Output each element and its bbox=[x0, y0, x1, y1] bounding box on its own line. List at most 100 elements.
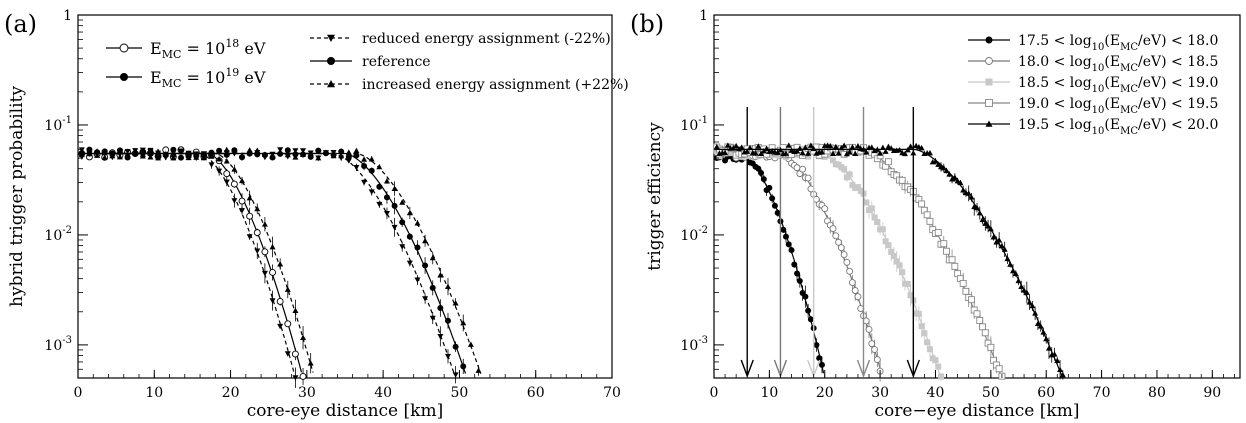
data-point bbox=[170, 155, 177, 161]
data-point bbox=[918, 145, 925, 151]
plot-frame-b bbox=[713, 14, 1241, 379]
data-point bbox=[724, 142, 731, 148]
data-point bbox=[982, 220, 989, 226]
panel-label-a: (a) bbox=[4, 10, 37, 38]
data-point bbox=[223, 158, 230, 164]
data-point bbox=[793, 164, 801, 172]
legend-marker bbox=[327, 57, 335, 65]
data-point bbox=[976, 317, 984, 324]
data-point bbox=[835, 150, 842, 156]
data-point bbox=[805, 153, 812, 160]
legend-text: 18.0 bbox=[1187, 33, 1218, 49]
data-point bbox=[292, 148, 299, 154]
legend-text: eV bbox=[239, 68, 266, 87]
data-point bbox=[962, 287, 970, 295]
series bbox=[78, 146, 482, 376]
data-point bbox=[345, 158, 352, 164]
legend-text: /eV) < bbox=[1138, 33, 1187, 49]
data-point bbox=[277, 261, 284, 267]
legend-subscript: MC bbox=[162, 77, 182, 90]
data-point bbox=[361, 179, 368, 186]
legend-text: /eV) < bbox=[1138, 96, 1187, 112]
data-point bbox=[406, 209, 413, 216]
data-point bbox=[821, 205, 829, 213]
data-point bbox=[796, 145, 803, 151]
data-point bbox=[998, 242, 1005, 249]
data-point bbox=[976, 210, 983, 216]
data-point bbox=[414, 220, 421, 226]
data-point bbox=[818, 361, 825, 368]
data-point bbox=[338, 152, 345, 159]
series bbox=[78, 147, 459, 384]
legend-text: < log bbox=[1049, 54, 1092, 70]
series bbox=[78, 147, 299, 388]
y-tick-exponent: -1 bbox=[62, 115, 72, 126]
x-tick-label: 70 bbox=[1093, 385, 1111, 401]
data-point bbox=[1054, 357, 1061, 363]
data-point bbox=[368, 167, 375, 174]
data-point bbox=[208, 151, 215, 157]
legend-superscript: 19 bbox=[225, 66, 239, 79]
legend-text: E bbox=[150, 68, 162, 87]
data-point bbox=[452, 300, 459, 306]
series-line bbox=[80, 152, 467, 374]
data-point bbox=[802, 293, 809, 300]
legend-subscript: MC bbox=[1120, 105, 1138, 116]
x-tick-label: 90 bbox=[1203, 385, 1221, 401]
data-point bbox=[948, 256, 956, 264]
legend-label: 18.0 < log10(EMC/eV) < 18.5 bbox=[1018, 54, 1218, 74]
data-point bbox=[132, 148, 139, 154]
data-point bbox=[752, 150, 759, 156]
x-tick-label: 10 bbox=[145, 385, 163, 401]
data-point bbox=[943, 247, 950, 255]
data-point bbox=[1021, 287, 1028, 293]
data-point bbox=[771, 202, 778, 209]
legend-text: < log bbox=[1049, 75, 1092, 91]
data-point bbox=[216, 168, 223, 174]
data-point bbox=[1001, 246, 1008, 252]
data-point bbox=[785, 241, 792, 248]
data-point bbox=[959, 279, 967, 287]
data-point bbox=[284, 147, 291, 154]
data-point bbox=[716, 153, 723, 160]
data-point bbox=[935, 161, 942, 167]
data-point bbox=[888, 248, 895, 255]
data-point bbox=[873, 356, 881, 364]
legend-subscript: 10 bbox=[1092, 105, 1105, 116]
data-point bbox=[269, 243, 276, 250]
data-point bbox=[116, 147, 123, 154]
data-point bbox=[902, 150, 909, 157]
data-point bbox=[987, 225, 994, 232]
data-point bbox=[101, 154, 108, 160]
data-point bbox=[832, 232, 840, 240]
data-point bbox=[345, 153, 352, 160]
legend-text: = 10 bbox=[181, 39, 225, 58]
legend-text: (E bbox=[1104, 75, 1120, 91]
threshold-arrow-head bbox=[856, 359, 871, 378]
data-point bbox=[879, 144, 886, 150]
y-tick-base: 10 bbox=[680, 338, 698, 354]
data-point bbox=[1015, 277, 1022, 284]
data-point bbox=[960, 187, 967, 193]
data-point bbox=[277, 323, 284, 330]
x-tick-label: 40 bbox=[374, 385, 392, 401]
x-tick-label: 60 bbox=[1037, 385, 1055, 401]
data-point bbox=[223, 170, 231, 178]
data-point bbox=[987, 343, 995, 351]
y-tick-base: 10 bbox=[680, 118, 698, 134]
data-point bbox=[345, 149, 352, 155]
data-point bbox=[1034, 320, 1041, 326]
data-point bbox=[985, 223, 992, 229]
y-tick-exponent: -3 bbox=[62, 335, 72, 346]
legend-subscript: 10 bbox=[1092, 126, 1105, 137]
data-point bbox=[785, 142, 792, 148]
data-point bbox=[848, 279, 856, 286]
data-point bbox=[774, 209, 781, 216]
data-point bbox=[253, 229, 261, 237]
legend-text: (E bbox=[1104, 117, 1120, 133]
data-point bbox=[284, 351, 291, 357]
data-point bbox=[246, 234, 253, 240]
data-point bbox=[269, 269, 276, 276]
